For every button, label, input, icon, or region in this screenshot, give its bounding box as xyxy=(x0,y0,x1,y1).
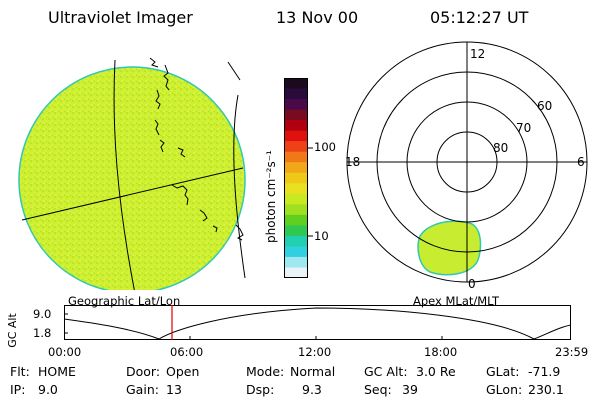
colorbar-segment xyxy=(285,130,307,142)
altitude-plot xyxy=(64,305,572,340)
colorbar-tick-100: 100 xyxy=(314,140,336,154)
colorbar-tick-10: 10 xyxy=(314,229,329,243)
mlt-label-6: 6 xyxy=(577,155,585,169)
glat-label: GLat: xyxy=(486,364,520,379)
mlat-label-70: 70 xyxy=(516,121,531,135)
glon-label: GLon: xyxy=(486,382,523,397)
coastline xyxy=(149,57,244,241)
geographic-image-panel xyxy=(18,57,246,290)
colorbar-segment xyxy=(285,256,307,268)
polar-mlt-plot: 12 18 6 0 60 70 80 xyxy=(345,41,588,290)
x-tick-1200: 12:00 xyxy=(298,345,332,359)
time-label: 05:12:27 UT xyxy=(430,8,529,27)
mlat-label-80: 80 xyxy=(493,141,508,155)
door-value: Open xyxy=(166,364,200,379)
dsp-label: Dsp: xyxy=(246,382,275,397)
longitude-line xyxy=(113,59,135,290)
x-tick-1800: 18:00 xyxy=(424,345,458,359)
colorbar-segment xyxy=(285,151,307,163)
longitude-line xyxy=(227,61,241,81)
seq-label: Seq: xyxy=(364,382,392,397)
colorbar-border xyxy=(284,78,308,278)
colorbar-segment xyxy=(285,225,307,237)
flt-label: Flt: xyxy=(10,364,30,379)
door-label: Door: xyxy=(126,364,161,379)
colorbar-segment xyxy=(285,204,307,216)
mlt-label-0: 0 xyxy=(468,277,476,290)
colorbar-ticks xyxy=(308,147,313,237)
glat-value: -71.9 xyxy=(528,364,561,379)
instrument-title: Ultraviolet Imager xyxy=(48,8,193,27)
colorbar-segment xyxy=(285,193,307,205)
latitude-line xyxy=(21,167,244,221)
dsp-value: 9.3 xyxy=(302,382,322,397)
colorbar-segment xyxy=(285,172,307,184)
date-label: 13 Nov 00 xyxy=(276,8,359,27)
ip-value: 9.0 xyxy=(38,382,58,397)
glon-value: 230.1 xyxy=(528,382,564,397)
mlt-label-18: 18 xyxy=(345,155,360,169)
altitude-ylabel: GC Alt xyxy=(5,313,19,348)
gain-label: Gain: xyxy=(126,382,159,397)
colorbar-segment xyxy=(285,99,307,111)
colorbar-segment xyxy=(285,267,307,278)
altitude-y-top: 9.0 xyxy=(33,307,52,321)
colorbar-segment xyxy=(285,235,307,247)
seq-value: 39 xyxy=(402,382,418,397)
ip-label: IP: xyxy=(10,382,26,397)
altitude-curve xyxy=(64,307,572,340)
colorbar-segment xyxy=(285,109,307,121)
colorbar-segment xyxy=(285,162,307,174)
mode-value: Normal xyxy=(290,364,336,379)
colorbar xyxy=(284,78,308,278)
x-tick-2359: 23:59 xyxy=(555,345,589,359)
gcalt-value: 3.0 Re xyxy=(416,364,456,379)
colorbar-segment xyxy=(285,141,307,153)
colorbar-segment xyxy=(285,78,307,90)
colorbar-segment xyxy=(285,120,307,132)
colorbar-unit-label: photon cm⁻²s⁻¹ xyxy=(264,150,278,243)
mode-label: Mode: xyxy=(246,364,285,379)
x-tick-0600: 06:00 xyxy=(170,345,204,359)
colorbar-segment xyxy=(285,88,307,100)
apex-panel-label: Apex MLat/MLT xyxy=(413,294,500,308)
x-tick-0000: 00:00 xyxy=(48,345,82,359)
mlat-label-60: 60 xyxy=(537,99,552,113)
uv-image-disk xyxy=(18,66,246,290)
colorbar-segment xyxy=(285,214,307,226)
geographic-panel-label: Geographic Lat/Lon xyxy=(68,294,181,308)
gcalt-label: GC Alt: xyxy=(364,364,408,379)
mlt-label-12: 12 xyxy=(470,47,485,61)
altitude-y-bottom: 1.8 xyxy=(33,326,52,340)
gain-value: 13 xyxy=(166,382,182,397)
colorbar-segment xyxy=(285,246,307,258)
longitude-line xyxy=(233,94,246,279)
flt-value: HOME xyxy=(38,364,76,379)
colorbar-segment xyxy=(285,183,307,195)
aurora-patch xyxy=(417,220,482,276)
